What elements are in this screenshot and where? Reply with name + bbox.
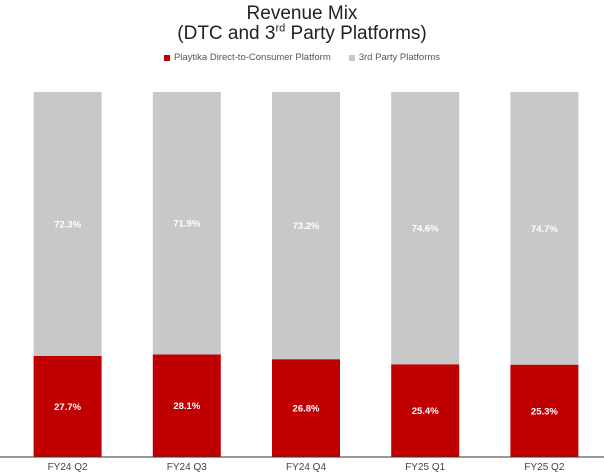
- data-label-third-party-5: 74.7%: [531, 224, 558, 235]
- data-label-dtc-3: 26.8%: [293, 404, 320, 415]
- bar-third-party-5: [510, 92, 579, 365]
- data-label-third-party-4: 74.6%: [412, 224, 439, 235]
- x-tick-label-2: FY24 Q3: [167, 462, 207, 473]
- bar-third-party-4: [391, 92, 460, 365]
- x-tick-label-5: FY25 Q2: [524, 462, 564, 473]
- legend-swatch-third-party: [348, 54, 355, 61]
- data-label-third-party-1: 72.3%: [54, 219, 81, 230]
- chart-title: Revenue Mix: [246, 3, 358, 24]
- bar-third-party-1: [33, 92, 102, 356]
- x-tick-label-4: FY25 Q1: [405, 462, 445, 473]
- chart-legend: Playtika Direct-to-Consumer Platform 3rd…: [0, 52, 604, 63]
- data-label-third-party-3: 73.2%: [293, 221, 320, 232]
- subtitle-suffix: Party Platforms): [285, 23, 427, 44]
- chart-subtitle: (DTC and 3rd Party Platforms): [0, 22, 604, 46]
- bar-dtc-2: [152, 354, 221, 457]
- bar-dtc-1: [33, 355, 102, 457]
- bar-third-party-2: [152, 92, 221, 355]
- data-label-third-party-2: 71.9%: [173, 219, 200, 230]
- subtitle-prefix: (DTC and 3: [177, 23, 276, 44]
- subtitle-superscript: rd: [275, 22, 286, 35]
- x-tick-label-1: FY24 Q2: [48, 462, 88, 473]
- legend-label-dtc: Playtika Direct-to-Consumer Platform: [173, 52, 331, 63]
- bar-dtc-4: [391, 364, 460, 457]
- legend-swatch-dtc: [163, 54, 170, 61]
- data-label-dtc-1: 27.7%: [54, 402, 81, 413]
- x-tick-label-3: FY24 Q4: [286, 462, 326, 473]
- data-label-dtc-5: 25.3%: [531, 406, 558, 417]
- legend-item-dtc: Playtika Direct-to-Consumer Platform: [163, 52, 331, 63]
- bar-dtc-5: [510, 364, 579, 457]
- legend-label-third-party: 3rd Party Platforms: [358, 52, 441, 63]
- bar-third-party-3: [272, 92, 340, 360]
- data-label-dtc-4: 25.4%: [412, 406, 439, 417]
- legend-item-third-party: 3rd Party Platforms: [348, 52, 441, 63]
- bar-dtc-3: [272, 359, 340, 457]
- data-label-dtc-2: 28.1%: [173, 401, 200, 412]
